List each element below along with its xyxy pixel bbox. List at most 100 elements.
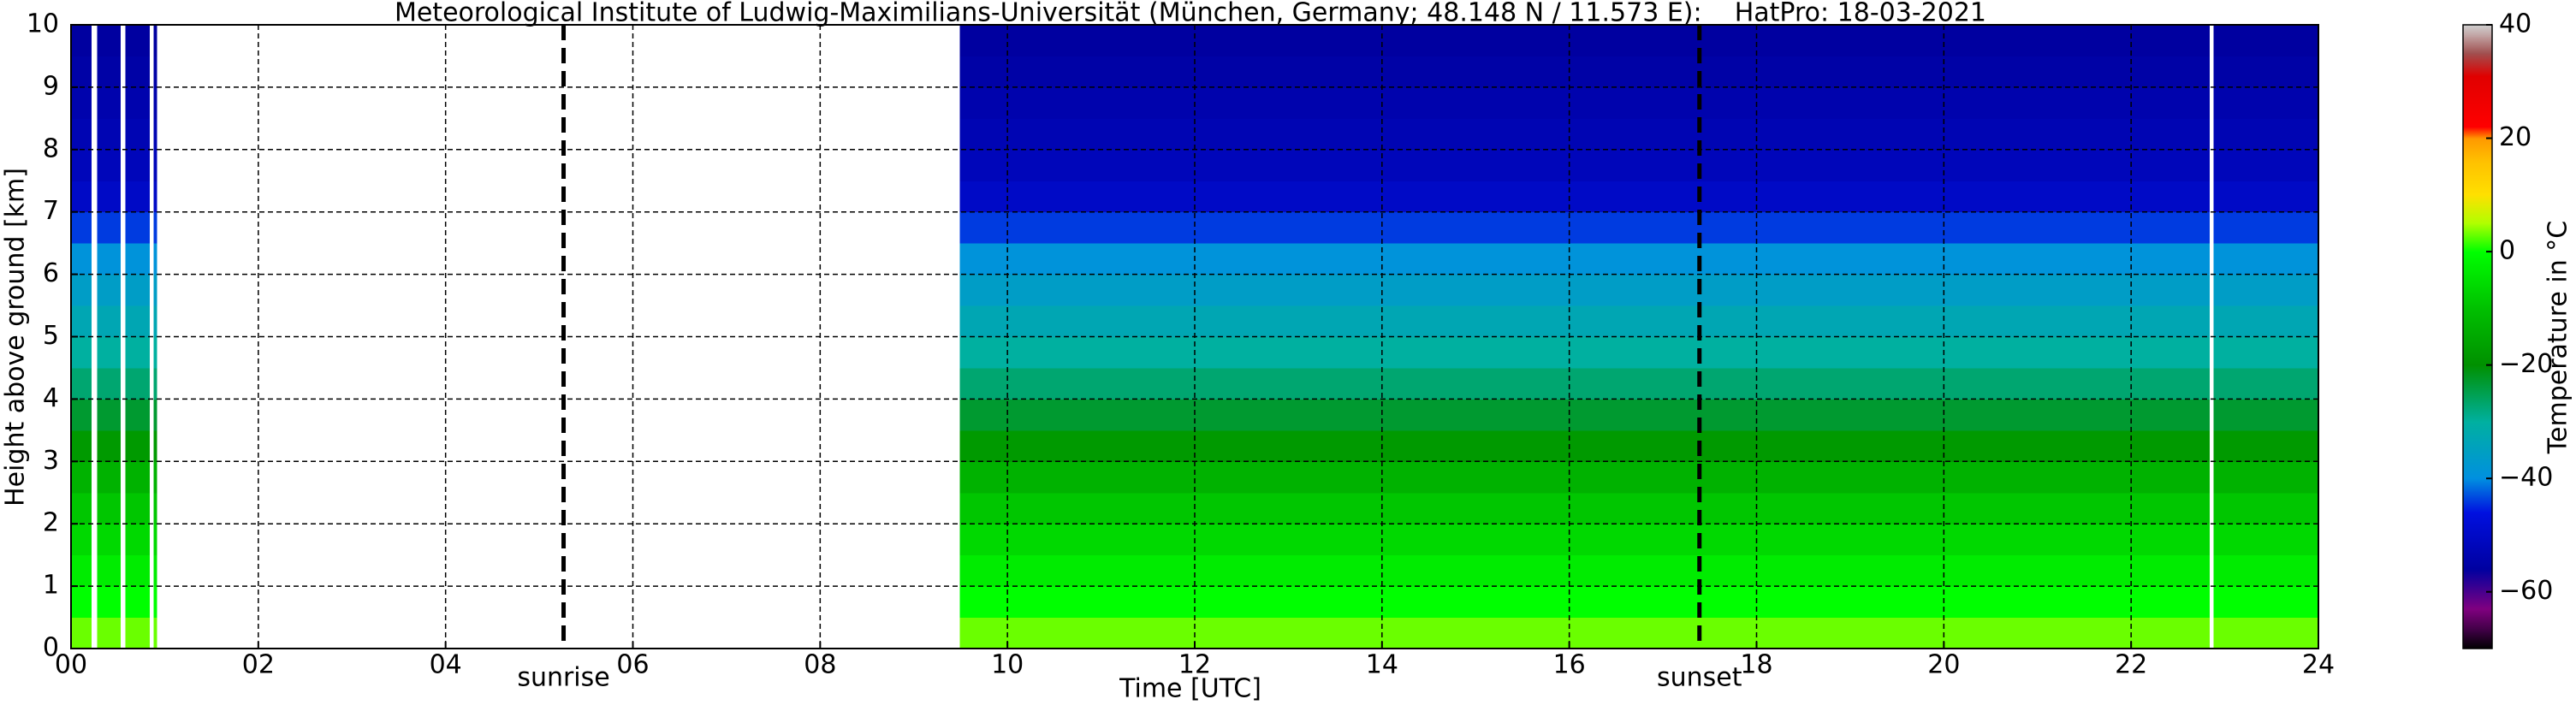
y-tick-label: 10 xyxy=(27,9,59,39)
x-tick-label: 04 xyxy=(430,650,462,680)
heatmap-cell xyxy=(71,524,92,556)
heatmap-cell xyxy=(125,181,150,213)
heatmap-cell xyxy=(97,149,121,181)
heatmap-cell xyxy=(153,211,157,244)
heatmap-cell xyxy=(71,492,92,524)
heatmap-cell xyxy=(125,211,150,244)
heatmap-cell xyxy=(71,274,92,306)
heatmap-cell xyxy=(153,274,157,306)
heatmap-cell xyxy=(153,149,157,181)
heatmap-cell xyxy=(125,86,150,119)
heatmap-cell xyxy=(71,461,92,494)
heatmap-cell xyxy=(97,430,121,462)
colorbar-tick-label: −60 xyxy=(2499,576,2553,606)
colorbar-tick-label: 40 xyxy=(2499,9,2531,39)
heatmap-cell xyxy=(71,367,92,400)
colorbar-segment xyxy=(2463,308,2492,366)
plot-frame xyxy=(70,24,2319,649)
heatmap-cell xyxy=(2213,336,2318,369)
heatmap-cell xyxy=(125,399,150,431)
heatmap-cell xyxy=(97,617,121,649)
colorbar-segment xyxy=(2463,53,2492,77)
x-tick-label: 16 xyxy=(1553,650,1586,680)
colorbar-segment xyxy=(2463,75,2492,127)
colorbar-label: Temperature in °C xyxy=(2543,221,2573,454)
heatmap-cell xyxy=(153,181,157,213)
heatmap-cell xyxy=(71,86,92,119)
heatmap-cell xyxy=(959,617,2211,649)
heatmap-cell xyxy=(153,86,157,119)
y-tick-label: 8 xyxy=(43,133,59,163)
heatmap-cell xyxy=(959,367,2211,400)
colorbar-segment xyxy=(2463,478,2492,513)
y-tick-label: 0 xyxy=(43,633,59,663)
heatmap-cell xyxy=(2213,554,2318,587)
heatmap-cell xyxy=(97,399,121,431)
colorbar-segment xyxy=(2463,631,2492,649)
heatmap-cell xyxy=(2213,617,2318,649)
heatmap-cell xyxy=(2213,118,2318,151)
y-tick-label: 3 xyxy=(43,446,59,476)
heatmap-cell xyxy=(125,336,150,369)
x-tick-label: 08 xyxy=(804,650,836,680)
heatmap-cell xyxy=(97,274,121,306)
heatmap-cell xyxy=(2213,430,2318,462)
heatmap-cell xyxy=(125,274,150,306)
heatmap-cell xyxy=(125,149,150,181)
heatmap-cell xyxy=(959,492,2211,524)
heatmap-cell xyxy=(153,524,157,556)
heatmap-cell xyxy=(71,118,92,151)
heatmap-cell xyxy=(153,336,157,369)
colorbar-segment xyxy=(2463,138,2492,162)
heatmap-cell xyxy=(959,461,2211,494)
heatmap-cell xyxy=(125,617,150,649)
heatmap-cell xyxy=(2213,586,2318,619)
colorbar-segment xyxy=(2463,222,2492,252)
y-tick-label: 7 xyxy=(43,196,59,226)
y-axis-label: Height above ground [km] xyxy=(1,168,31,507)
colorbar-segment xyxy=(2463,127,2492,139)
colorbar-segment xyxy=(2463,364,2492,423)
heatmap-cell xyxy=(153,399,157,431)
heatmap-cell xyxy=(125,524,150,556)
heatmap-cell xyxy=(71,181,92,213)
heatmap-cell xyxy=(125,305,150,337)
heatmap-cell xyxy=(959,274,2211,306)
heatmap-cell xyxy=(71,56,92,88)
heatmap-cell xyxy=(97,367,121,400)
annotation-label: sunrise xyxy=(517,663,609,693)
heatmap-cell xyxy=(959,149,2211,181)
heatmap-cell xyxy=(959,56,2211,88)
heatmap-cell xyxy=(97,492,121,524)
heatmap-cell xyxy=(153,586,157,619)
y-tick-label: 9 xyxy=(43,71,59,101)
x-tick-label: 24 xyxy=(2302,650,2335,680)
colorbar-frame xyxy=(2462,24,2493,649)
chart-title: Meteorological Institute of Ludwig-Maxim… xyxy=(395,0,1986,28)
heatmap-cell xyxy=(959,336,2211,369)
heatmap-cell xyxy=(2213,211,2318,244)
colorbar-tick-label: 20 xyxy=(2499,122,2531,152)
heatmap-cell xyxy=(2213,149,2318,181)
heatmap-cell xyxy=(71,617,92,649)
colorbar-segment xyxy=(2463,36,2492,54)
heatmap-cell xyxy=(97,554,121,587)
heatmap-cell xyxy=(71,25,92,56)
heatmap-cell xyxy=(2213,274,2318,306)
heatmap-cell xyxy=(2213,86,2318,119)
heatmap-cell xyxy=(2213,181,2318,213)
heatmap-cell xyxy=(153,461,157,494)
heatmap-cell xyxy=(153,305,157,337)
heatmap-cell xyxy=(959,181,2211,213)
heatmap-cell xyxy=(2213,243,2318,275)
heatmap-cell xyxy=(125,56,150,88)
heatmap-cell xyxy=(153,617,157,649)
y-tick-label: 6 xyxy=(43,258,59,288)
heatmap-cell xyxy=(71,554,92,587)
annotation-label: sunset xyxy=(1657,663,1742,693)
x-tick-label: 06 xyxy=(616,650,649,680)
x-tick-label: 00 xyxy=(55,650,87,680)
x-tick-label: 20 xyxy=(1927,650,1960,680)
heatmap-cell xyxy=(153,367,157,400)
